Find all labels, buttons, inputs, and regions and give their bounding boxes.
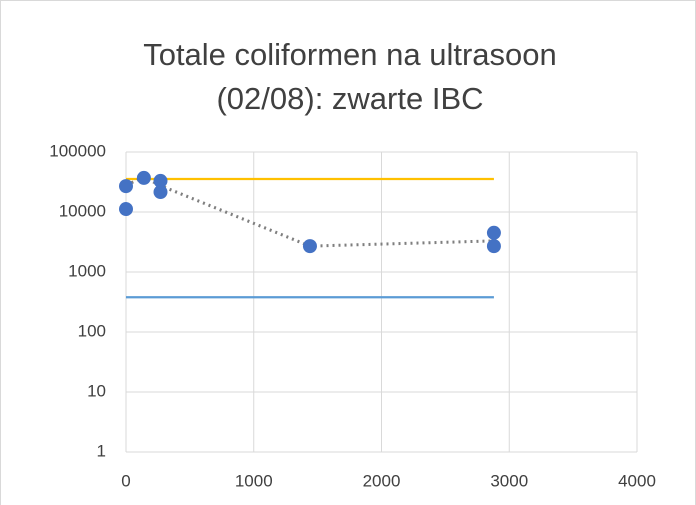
- data-point: [153, 185, 168, 200]
- x-tick-label: 2000: [363, 471, 401, 490]
- y-tick-label: 100: [78, 321, 106, 340]
- data-point: [119, 202, 133, 217]
- data-point: [153, 173, 168, 188]
- data-point: [486, 239, 501, 254]
- x-tick-label: 0: [121, 471, 130, 490]
- data-point: [136, 170, 151, 185]
- y-tick-label: 1000: [68, 261, 106, 280]
- chart-title: Totale coliformen na ultrasoon: [143, 37, 557, 72]
- y-tick-label: 10000: [59, 201, 106, 220]
- data-point: [119, 179, 133, 194]
- x-tick-label: 3000: [490, 471, 528, 490]
- x-tick-label: 4000: [618, 471, 656, 490]
- y-tick-label: 1: [97, 441, 106, 460]
- data-point: [302, 239, 317, 254]
- y-tick-label: 10: [87, 381, 106, 400]
- x-tick-label: 1000: [235, 471, 273, 490]
- chart-title: (02/08): zwarte IBC: [216, 81, 483, 116]
- y-tick-label: 100000: [49, 141, 106, 160]
- data-point: [486, 225, 501, 240]
